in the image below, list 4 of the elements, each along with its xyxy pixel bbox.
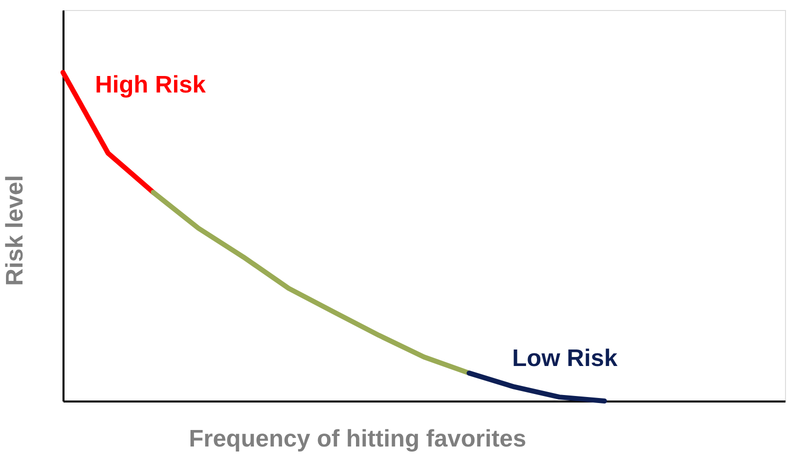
x-axis-title: Frequency of hitting favorites (188, 426, 526, 452)
series-label: High Risk (95, 71, 206, 98)
y-axis-title: Risk level (2, 175, 28, 286)
series-label: Low Risk (512, 345, 618, 372)
